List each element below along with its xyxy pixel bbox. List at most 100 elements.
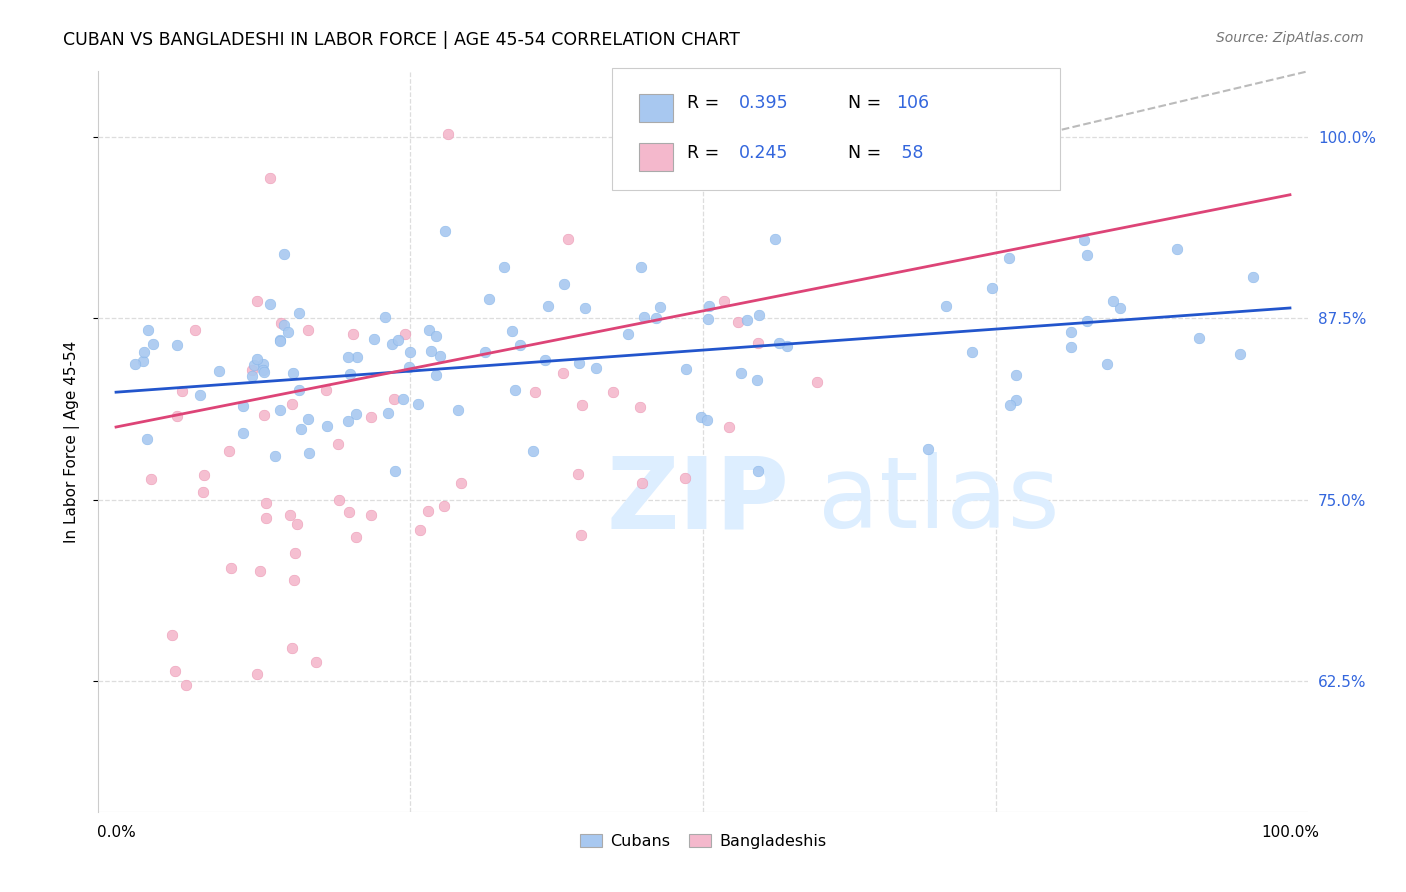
Point [328, 437, 350, 451]
Point [433, 500, 456, 514]
Point [259, 297, 281, 311]
Point [553, 277, 575, 291]
Point [420, 344, 443, 359]
Point [316, 419, 339, 434]
Y-axis label: In Labor Force | Age 45-54: In Labor Force | Age 45-54 [65, 341, 80, 542]
Point [935, 299, 957, 313]
Legend: Cubans, Bangladeshis: Cubans, Bangladeshis [574, 828, 832, 855]
Point [373, 310, 395, 324]
Point [537, 299, 560, 313]
Point [474, 345, 496, 359]
Point [523, 384, 546, 399]
Point [478, 293, 501, 307]
Point [283, 366, 305, 380]
Point [551, 366, 574, 380]
Point [162, 628, 184, 642]
Point [277, 325, 299, 339]
Point [917, 442, 939, 456]
Point [748, 308, 770, 322]
Point [1076, 248, 1098, 262]
Point [269, 334, 291, 349]
Point [571, 398, 593, 412]
Point [278, 508, 301, 522]
Point [574, 301, 596, 315]
Point [170, 384, 193, 398]
Point [1102, 293, 1125, 308]
Point [585, 361, 607, 376]
Text: 58: 58 [897, 144, 924, 161]
Point [273, 247, 295, 261]
Point [188, 388, 211, 402]
Text: Source: ZipAtlas.com: Source: ZipAtlas.com [1216, 31, 1364, 45]
Point [718, 419, 741, 434]
Point [344, 407, 367, 421]
Point [501, 324, 523, 338]
Point [806, 375, 828, 389]
Point [342, 327, 364, 342]
Point [142, 337, 165, 351]
Point [713, 293, 735, 308]
Point [191, 485, 214, 500]
Text: atlas: atlas [818, 452, 1060, 549]
Point [398, 345, 420, 359]
Point [557, 232, 579, 246]
Point [232, 399, 254, 413]
Point [735, 312, 758, 326]
Point [1073, 233, 1095, 247]
Point [253, 408, 276, 422]
Point [254, 511, 277, 525]
Point [1060, 341, 1083, 355]
Point [747, 464, 769, 478]
Point [336, 351, 359, 365]
Point [745, 373, 768, 387]
Point [249, 564, 271, 578]
Point [730, 366, 752, 380]
Point [1095, 357, 1118, 371]
Point [696, 312, 718, 326]
Point [433, 224, 456, 238]
Point [297, 411, 319, 425]
Point [1229, 347, 1251, 361]
Point [252, 363, 274, 377]
Point [339, 367, 361, 381]
Point [328, 492, 350, 507]
Point [628, 400, 651, 414]
Point [246, 666, 269, 681]
Point [602, 384, 624, 399]
Point [416, 504, 439, 518]
Point [633, 310, 655, 325]
FancyBboxPatch shape [613, 68, 1060, 190]
Point [696, 413, 718, 427]
Point [259, 171, 281, 186]
Text: R =: R = [688, 95, 725, 112]
Point [727, 315, 749, 329]
Point [392, 392, 415, 407]
Point [568, 356, 591, 370]
Point [450, 475, 472, 490]
Text: ZIP: ZIP [606, 452, 789, 549]
Point [232, 426, 254, 441]
Point [522, 444, 544, 458]
Point [166, 409, 188, 423]
Point [166, 337, 188, 351]
Point [1076, 314, 1098, 328]
Point [219, 561, 242, 575]
Point [281, 640, 304, 655]
Point [304, 655, 326, 669]
Point [447, 402, 470, 417]
Point [136, 432, 159, 446]
Point [398, 360, 420, 375]
Point [394, 326, 416, 341]
Point [998, 251, 1021, 265]
Point [1060, 325, 1083, 339]
Point [747, 336, 769, 351]
Point [630, 260, 652, 274]
Point [363, 332, 385, 346]
Point [287, 383, 309, 397]
Text: N =: N = [848, 95, 887, 112]
Point [675, 362, 697, 376]
Point [1166, 242, 1188, 256]
Point [645, 310, 668, 325]
Point [124, 357, 146, 371]
Point [269, 403, 291, 417]
